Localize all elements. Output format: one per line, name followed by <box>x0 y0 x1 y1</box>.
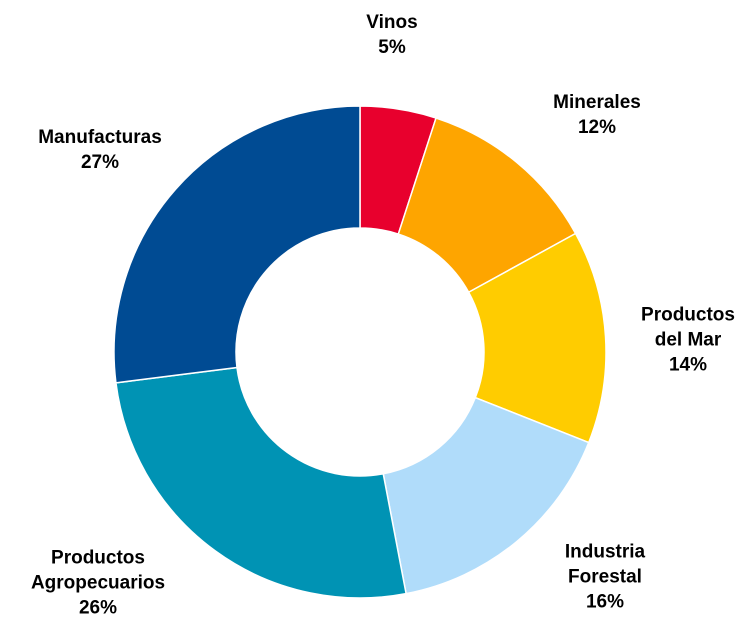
value-label: 5% <box>378 37 406 58</box>
category-label: Productos del Mar <box>641 304 735 351</box>
value-label: 26% <box>78 597 118 619</box>
category-label: Productos Agropecuarios <box>30 547 166 594</box>
value-label: 27% <box>80 152 120 173</box>
slice-label: Manufacturas 27% <box>0 125 200 175</box>
donut-slice <box>382 396 590 595</box>
value-label: 12% <box>577 117 617 138</box>
donut-slice <box>115 366 407 599</box>
slice-label: Productos Agropecuarios 26% <box>23 546 173 621</box>
category-label: Industria Forestal <box>564 541 646 588</box>
category-label: Vinos <box>366 12 418 33</box>
category-label: Minerales <box>553 92 641 113</box>
donut-slice <box>467 232 607 444</box>
slice-label: Productos del Mar 14% <box>633 303 743 378</box>
value-label: 16% <box>585 591 625 613</box>
slice-label: Industria Forestal 16% <box>550 540 660 615</box>
slice-label: Vinos 5% <box>292 10 492 60</box>
category-label: Manufacturas <box>38 127 162 148</box>
donut-slice <box>113 105 361 384</box>
slice-label: Minerales 12% <box>497 90 697 140</box>
value-label: 14% <box>668 354 708 376</box>
